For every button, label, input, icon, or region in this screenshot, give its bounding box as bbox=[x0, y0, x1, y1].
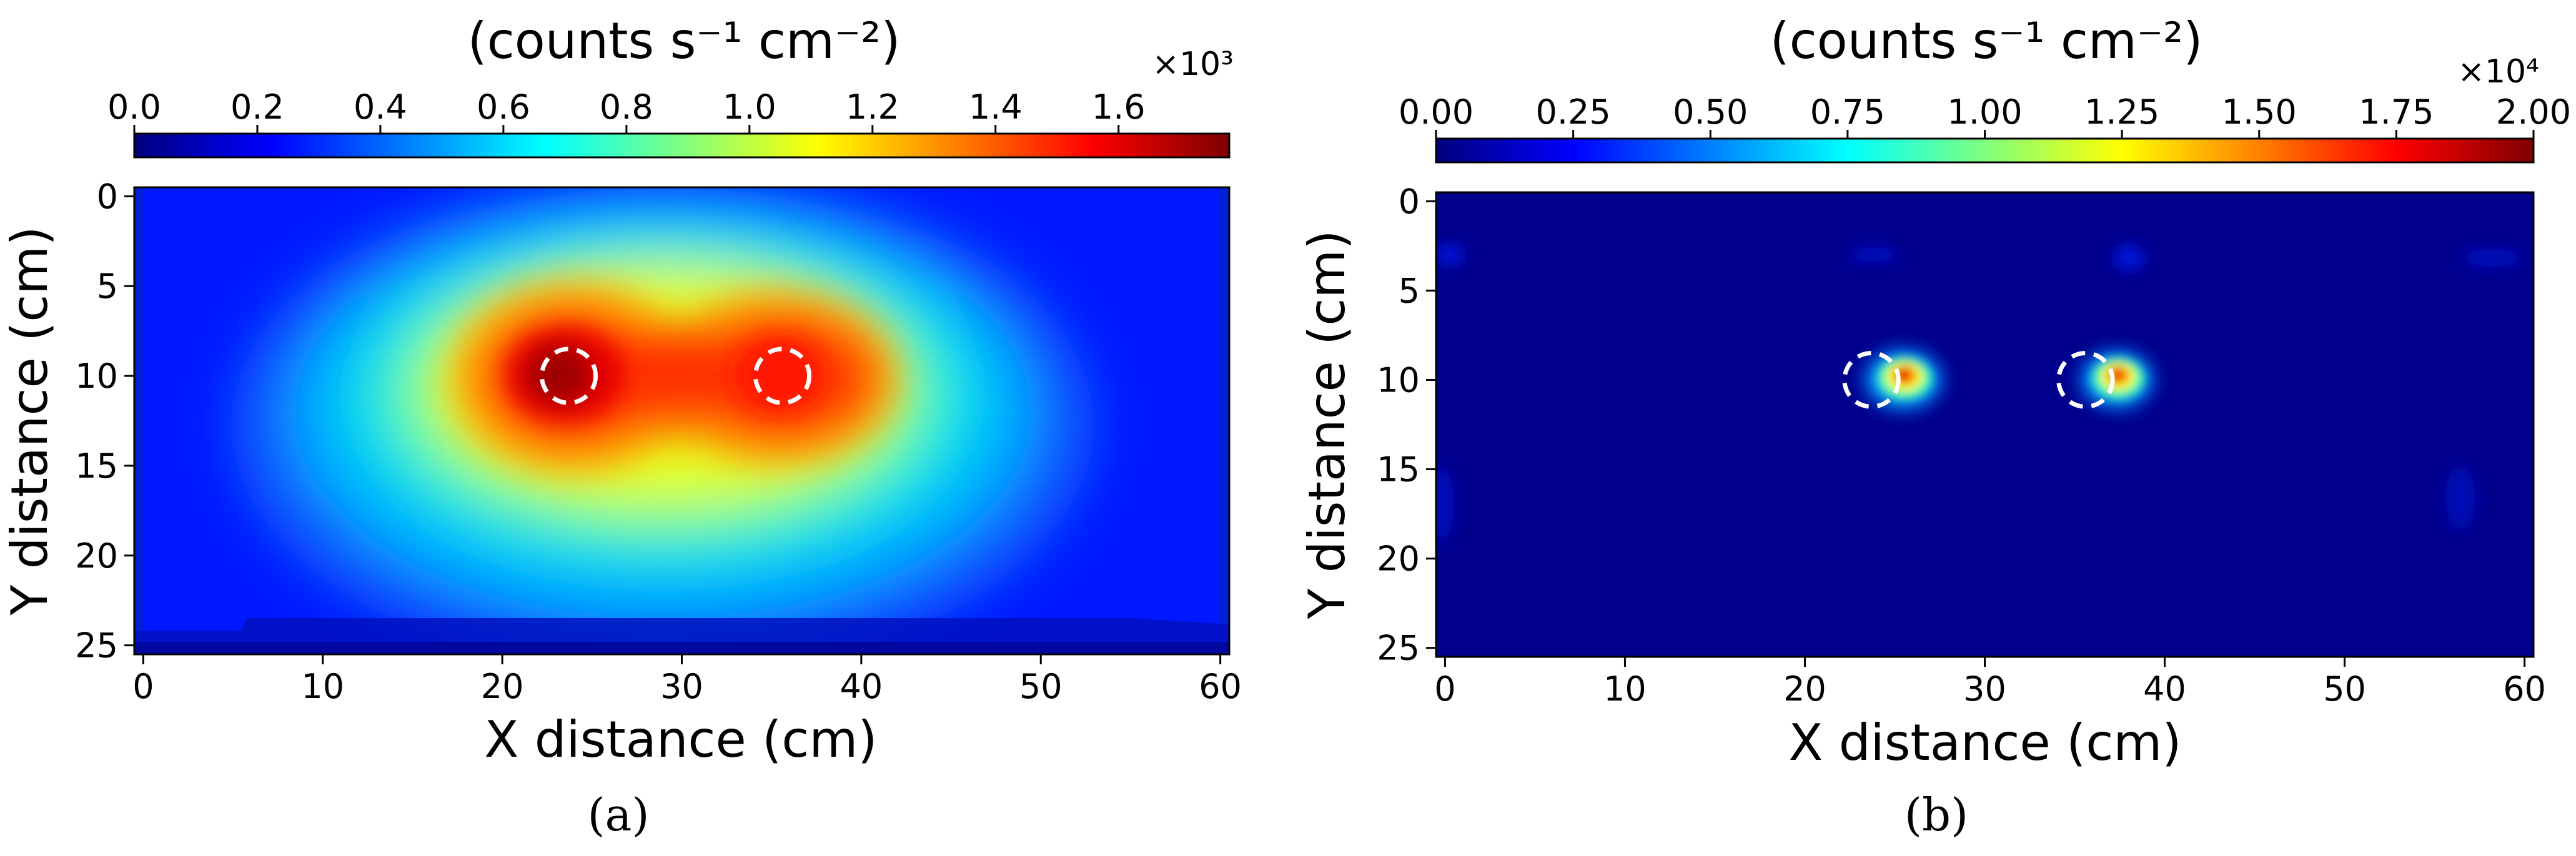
colorbar-tick-labels: 0.00 0.25 0.50 0.75 1.00 1.25 1.50 1.75 2.00 bbox=[1399, 92, 2571, 132]
colorbar bbox=[1435, 137, 2535, 164]
colorbar-tick-label: 1.2 bbox=[846, 87, 899, 127]
x-tick-label: 50 bbox=[1019, 667, 1063, 706]
colorbar-tick-label: 0.0 bbox=[107, 87, 161, 127]
source-marker bbox=[539, 347, 598, 405]
colorbar-label: (counts s⁻¹ cm⁻²) bbox=[468, 12, 901, 70]
x-tick-label: 60 bbox=[1199, 667, 1242, 706]
source-marker bbox=[753, 347, 812, 405]
colorbar-tick-label: 1.50 bbox=[2222, 92, 2297, 132]
y-tick-label: 0 bbox=[1399, 182, 1420, 221]
y-tick-labels: 0 5 10 15 20 25 bbox=[1377, 182, 1420, 667]
x-tick-labels: 0 10 20 30 40 50 60 bbox=[1434, 669, 2546, 709]
colorbar-ticks bbox=[133, 125, 1120, 134]
y-ticks bbox=[1426, 200, 1436, 649]
x-tick-label: 20 bbox=[481, 667, 524, 706]
y-tick-label: 25 bbox=[1377, 629, 1420, 668]
colorbar-tick-labels: 0.0 0.2 0.4 0.6 0.8 1.0 1.2 1.4 1.6 bbox=[107, 87, 1146, 127]
x-tick-label: 50 bbox=[2323, 669, 2366, 709]
y-axis-label: Y distance (cm) bbox=[1, 226, 59, 616]
source-markers bbox=[1842, 351, 2115, 409]
colorbar bbox=[133, 132, 1231, 159]
x-tick-label: 0 bbox=[132, 667, 154, 706]
colorbar-tick-label: 1.75 bbox=[2359, 92, 2434, 132]
x-axis-label: X distance (cm) bbox=[1789, 714, 2182, 772]
colorbar-label: (counts s⁻¹ cm⁻²) bbox=[1770, 12, 2203, 70]
y-tick-label: 20 bbox=[1377, 539, 1420, 579]
colorbar-tick-label: 0.25 bbox=[1536, 92, 1611, 132]
colorbar-tick-label: 0.50 bbox=[1673, 92, 1748, 132]
panel-label: (a) bbox=[587, 789, 649, 841]
y-tick-labels: 0 5 10 15 20 25 bbox=[75, 177, 118, 665]
colorbar-ticks bbox=[1435, 130, 2535, 139]
colorbar-tick-label: 1.4 bbox=[969, 87, 1023, 127]
panel-a: (counts s⁻¹ cm⁻²) ×10³ 0.0 0.2 0.4 0.6 0.8 1.… bbox=[1, 12, 1242, 841]
heatmap bbox=[134, 187, 1229, 654]
x-axis-label: X distance (cm) bbox=[485, 711, 878, 769]
y-ticks bbox=[124, 195, 134, 647]
y-tick-label: 15 bbox=[1377, 450, 1420, 489]
source-marker bbox=[2056, 351, 2115, 409]
source-markers bbox=[539, 347, 812, 405]
x-tick-label: 60 bbox=[2503, 669, 2546, 709]
y-tick-label: 5 bbox=[97, 267, 118, 306]
x-tick-labels: 0 10 20 30 40 50 60 bbox=[132, 667, 1242, 706]
y-tick-label: 15 bbox=[75, 446, 118, 486]
colorbar-tick-label: 1.25 bbox=[2084, 92, 2159, 132]
x-tick-label: 10 bbox=[301, 667, 344, 706]
colorbar-tick-label: 0.8 bbox=[600, 87, 653, 127]
colorbar-tick-label: 2.00 bbox=[2496, 92, 2571, 132]
y-tick-label: 10 bbox=[1377, 360, 1420, 400]
colorbar-multiplier: ×10³ bbox=[1152, 46, 1234, 83]
x-ticks bbox=[1444, 657, 2526, 667]
colorbar-tick-label: 1.00 bbox=[1947, 92, 2022, 132]
y-axis-label: Y distance (cm) bbox=[1298, 230, 1356, 619]
x-tick-label: 40 bbox=[840, 667, 883, 706]
x-tick-label: 10 bbox=[1603, 669, 1647, 709]
x-tick-label: 30 bbox=[660, 667, 703, 706]
colorbar-tick-label: 0.00 bbox=[1399, 92, 1474, 132]
heatmap bbox=[1436, 192, 2534, 657]
colorbar-tick-label: 1.0 bbox=[723, 87, 776, 127]
colorbar-multiplier: ×10⁴ bbox=[2457, 53, 2539, 91]
y-tick-label: 10 bbox=[75, 357, 118, 396]
colorbar-tick-label: 0.2 bbox=[230, 87, 284, 127]
y-tick-label: 25 bbox=[75, 626, 118, 666]
x-tick-label: 0 bbox=[1434, 669, 1455, 709]
panel-b: (counts s⁻¹ cm⁻²) ×10⁴ 0.00 0.25 0.50 0.75 1… bbox=[1298, 12, 2571, 841]
x-tick-label: 40 bbox=[2143, 669, 2186, 709]
x-tick-label: 30 bbox=[1963, 669, 2006, 709]
colorbar-tick-label: 0.4 bbox=[354, 87, 407, 127]
colorbar-tick-label: 0.6 bbox=[477, 87, 530, 127]
x-ticks bbox=[142, 654, 1222, 664]
panel-label: (b) bbox=[1905, 789, 1968, 841]
y-tick-label: 20 bbox=[75, 536, 118, 576]
colorbar-tick-label: 0.75 bbox=[1810, 92, 1885, 132]
y-tick-label: 5 bbox=[1399, 271, 1420, 310]
source-marker bbox=[1842, 351, 1901, 409]
x-tick-label: 20 bbox=[1783, 669, 1826, 709]
colorbar-tick-label: 1.6 bbox=[1092, 87, 1146, 127]
y-tick-label: 0 bbox=[97, 177, 118, 216]
